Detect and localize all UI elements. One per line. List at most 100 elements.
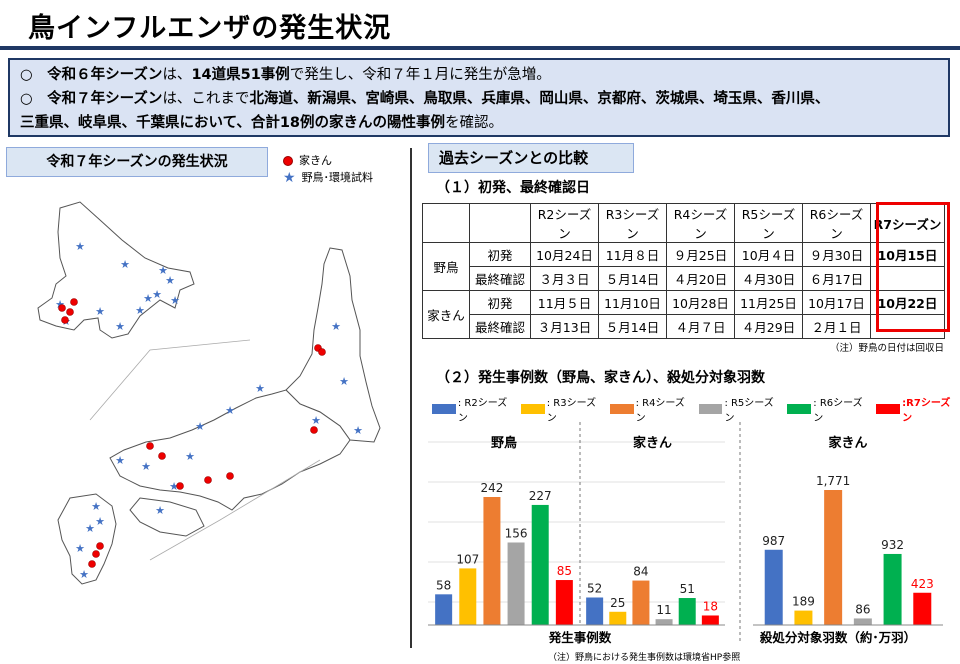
svg-text:★: ★	[135, 304, 145, 317]
table-cell: 11月10日	[598, 290, 667, 315]
data-label: 156	[505, 526, 528, 540]
svg-text:★: ★	[152, 288, 162, 301]
map-shikoku	[129, 497, 205, 537]
data-label: 932	[881, 538, 904, 552]
summary-segment: 北海道、新潟県、宮崎県、鳥取県、兵庫県、岡山県、京都府、茨城県、埼玉県、香川県、	[249, 91, 830, 107]
data-label: 987	[762, 534, 785, 548]
chart-title: 家きん	[828, 435, 867, 451]
svg-text:★: ★	[91, 500, 101, 513]
poultry-dot-icon	[283, 155, 293, 166]
table-header: R3シーズン	[598, 203, 667, 243]
summary-segment: ○	[20, 91, 48, 107]
svg-text:★: ★	[115, 320, 125, 333]
legend-swatch	[876, 404, 901, 414]
map-legend: 家きん ★ 野鳥･環境試料	[283, 152, 373, 186]
row-label: 初発	[469, 242, 531, 267]
bar	[531, 504, 549, 625]
table-cell: ４月30日	[734, 266, 803, 291]
bar	[586, 597, 604, 625]
svg-text:★: ★	[185, 450, 195, 463]
bar	[883, 553, 902, 625]
chart-title: 野鳥	[491, 435, 517, 451]
x-axis-label: 発生事例数	[548, 630, 612, 645]
bar	[853, 618, 872, 625]
svg-text:★: ★	[165, 274, 175, 287]
data-label: 1,771	[816, 474, 850, 488]
data-label: 242	[480, 481, 503, 495]
svg-text:★: ★	[141, 460, 151, 473]
group-poultry-label: 家きん	[422, 290, 470, 339]
bar	[824, 490, 843, 625]
data-label: 189	[792, 595, 815, 609]
data-label: 11	[656, 603, 671, 617]
data-label: 423	[911, 577, 934, 591]
bar	[609, 611, 627, 625]
svg-text:★: ★	[158, 264, 168, 277]
bar	[507, 542, 525, 625]
svg-text:★: ★	[95, 305, 105, 318]
summary-line-3: 三重県、岐阜県、千葉県において、合計18例の家きんの陽性事例を確認。	[20, 111, 938, 135]
map-kyushu	[57, 493, 117, 585]
legend-item: : R3シーズン	[520, 394, 606, 424]
data-label: 52	[587, 581, 602, 595]
comparison-section-label: 過去シーズンとの比較	[428, 143, 634, 173]
legend-swatch	[787, 404, 812, 414]
svg-text:★: ★	[353, 424, 363, 437]
data-label: 227	[529, 489, 552, 503]
japan-map: ★★★ ★★★ ★★★ ★★★ ★★★ ★★★ ★★★ ★★★ ★★★ ★★	[37, 201, 381, 585]
table-cell: ４月７日	[666, 314, 735, 339]
table-cell: 11月25日	[734, 290, 803, 315]
summary-segment: で発生し、令和７年１月に発生が急増。	[289, 67, 551, 83]
section-divider	[410, 148, 412, 648]
bar	[435, 594, 453, 625]
page-title: 鳥インフルエンザの発生状況	[28, 13, 392, 44]
svg-text:★: ★	[155, 504, 165, 517]
table-header-row: R2シーズン R3シーズン R4シーズン R5シーズン R6シーズン R7シーズ…	[422, 203, 945, 243]
svg-text:★: ★	[169, 480, 179, 493]
bar	[483, 497, 501, 625]
series-legend: : R2シーズン : R3シーズン : R4シーズン : R5シーズン : R6…	[432, 394, 960, 424]
svg-text:★: ★	[225, 404, 235, 417]
data-label: 84	[633, 565, 648, 579]
table-cell: ３月３日	[530, 266, 599, 291]
row-label: 初発	[469, 290, 531, 315]
data-label: 86	[855, 602, 870, 616]
summary-segment: ○	[20, 67, 48, 83]
data-label: 18	[703, 599, 718, 613]
map-markers-poultry	[58, 298, 326, 568]
svg-text:★: ★	[79, 568, 89, 581]
table-row: 最終確認 ３月13日 ５月14日 ４月７日 ４月29日 ２月１日	[423, 314, 945, 339]
svg-text:★: ★	[170, 294, 180, 307]
table-header: R4シーズン	[666, 203, 735, 243]
summary-segment: を確認。	[445, 115, 504, 131]
legend-wild-label: 野鳥･環境試料	[301, 171, 374, 184]
svg-text:★: ★	[120, 258, 130, 271]
table-cell: ６月17日	[802, 266, 871, 291]
legend-item: : R5シーズン	[698, 394, 784, 424]
bar	[459, 568, 477, 625]
summary-line-1: ○ 令和６年シーズンは、14道県51事例で発生し、令和７年１月に発生が急増。	[20, 63, 938, 87]
table-row: 野鳥 初発 10月24日 11月８日 ９月25日 10月４日 ９月30日 10月…	[422, 242, 945, 291]
table-cell: 11月８日	[598, 242, 667, 267]
map-markers-wild: ★★★ ★★★ ★★★ ★★★ ★★★ ★★★ ★★★ ★★★ ★★★ ★★	[55, 240, 363, 581]
map-honshu-central	[109, 389, 351, 511]
svg-text:★: ★	[75, 542, 85, 555]
r7-highlight-box	[876, 202, 950, 332]
table-cell: ９月30日	[802, 242, 871, 267]
bar	[655, 619, 673, 625]
table-cell: ９月25日	[666, 242, 735, 267]
svg-text:★: ★	[75, 240, 85, 253]
legend-item: : R2シーズン	[432, 394, 517, 424]
bar-charts: 野鳥 58 107 242 156 227 85 家きん 52 25 84 11 51 18 家きん 987 1…	[428, 422, 943, 645]
counts-note: （注）野鳥における発生事例数は環境省HP参照	[548, 653, 741, 663]
table-row: 家きん 初発 11月５日 11月10日 10月28日 11月25日 10月17日…	[422, 290, 945, 339]
summary-segment: 14道県51事例	[191, 67, 290, 83]
legend-swatch	[432, 404, 456, 414]
summary-segment: 令和６年シーズン	[47, 67, 163, 83]
table-cell: ２月１日	[802, 314, 871, 339]
x-axis-label: 殺処分対象羽数（約･万羽）	[759, 630, 916, 645]
table-header: R6シーズン	[802, 203, 871, 243]
table-cell: ５月14日	[598, 266, 667, 291]
table-cell: 10月17日	[802, 290, 871, 315]
table-cell: 10月28日	[666, 290, 735, 315]
